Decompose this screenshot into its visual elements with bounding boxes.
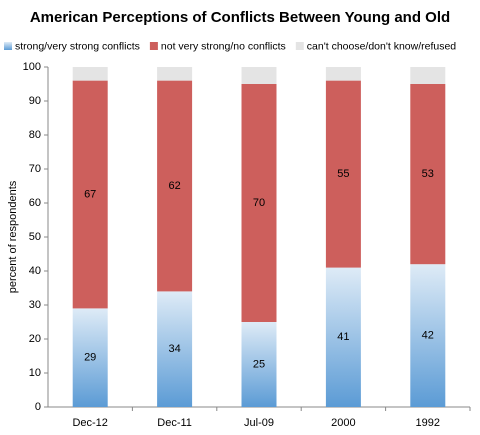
y-tick-label: 20	[29, 333, 41, 345]
bar-segment	[410, 84, 446, 265]
data-label: 55	[337, 168, 349, 180]
bar-segment	[241, 67, 277, 84]
bar-segment	[325, 67, 361, 81]
legend-swatch	[4, 42, 12, 50]
y-tick-label: 70	[29, 163, 41, 175]
bar-segment	[241, 322, 277, 407]
y-tick-label: 50	[29, 231, 41, 243]
legend-label: can't choose/don't know/refused	[307, 40, 457, 52]
x-tick-label: 2000	[331, 417, 355, 429]
bar-segment	[325, 267, 361, 407]
x-tick-label: Dec-12	[72, 417, 107, 429]
chart-title: American Perceptions of Conflicts Betwee…	[30, 9, 450, 26]
bar-segment	[72, 67, 108, 81]
y-axis-label: percent of respondents	[7, 180, 19, 293]
y-tick-label: 0	[35, 401, 41, 413]
y-tick-label: 90	[29, 95, 41, 107]
data-label: 29	[84, 352, 96, 364]
bar-segment	[325, 80, 361, 268]
legend-label: strong/very strong conflicts	[15, 40, 140, 52]
data-label: 53	[422, 168, 434, 180]
y-tick-label: 80	[29, 129, 41, 141]
y-tick-label: 40	[29, 265, 41, 277]
bar-segment	[72, 308, 108, 407]
y-tick-label: 10	[29, 367, 41, 379]
data-label: 41	[337, 331, 349, 343]
bar-segment	[157, 291, 193, 407]
data-label: 34	[168, 343, 180, 355]
bar-segment	[410, 67, 446, 84]
legend-swatch	[295, 42, 304, 50]
legend-label: not very strong/no conflicts	[161, 40, 286, 52]
x-tick-label: Jul-09	[244, 417, 274, 429]
bar-segment	[241, 84, 277, 322]
data-label: 67	[84, 188, 96, 200]
data-label: 70	[253, 197, 265, 209]
data-label: 25	[253, 358, 265, 370]
data-label: 42	[422, 330, 434, 342]
y-tick-label: 30	[29, 299, 41, 311]
bar-segment	[157, 67, 193, 81]
data-label: 62	[168, 180, 180, 192]
bar-segment	[410, 264, 446, 407]
y-tick-label: 60	[29, 197, 41, 209]
bar-segment	[72, 80, 108, 309]
bar-segment	[157, 80, 193, 292]
x-tick-label: 1992	[416, 417, 440, 429]
x-tick-label: Dec-11	[157, 417, 192, 429]
y-tick-label: 100	[23, 61, 41, 73]
legend-swatch	[149, 42, 158, 50]
